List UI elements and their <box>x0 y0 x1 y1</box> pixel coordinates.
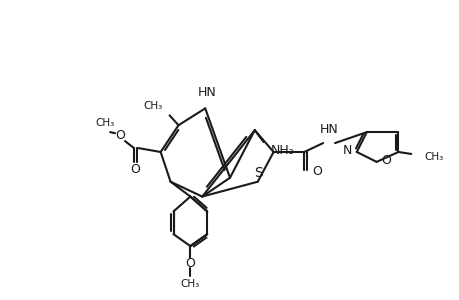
Text: CH₃: CH₃ <box>423 152 442 162</box>
Text: S: S <box>254 166 263 180</box>
Text: HN: HN <box>319 123 338 136</box>
Text: O: O <box>312 165 321 178</box>
Text: CH₃: CH₃ <box>143 101 162 111</box>
Text: HN: HN <box>197 86 216 100</box>
Text: O: O <box>381 154 391 167</box>
Text: CH₃: CH₃ <box>180 279 200 289</box>
Text: N: N <box>342 145 351 158</box>
Text: O: O <box>130 163 140 176</box>
Text: CH₃: CH₃ <box>95 118 115 128</box>
Text: NH₂: NH₂ <box>270 143 294 157</box>
Text: O: O <box>115 129 125 142</box>
Text: O: O <box>185 257 195 270</box>
